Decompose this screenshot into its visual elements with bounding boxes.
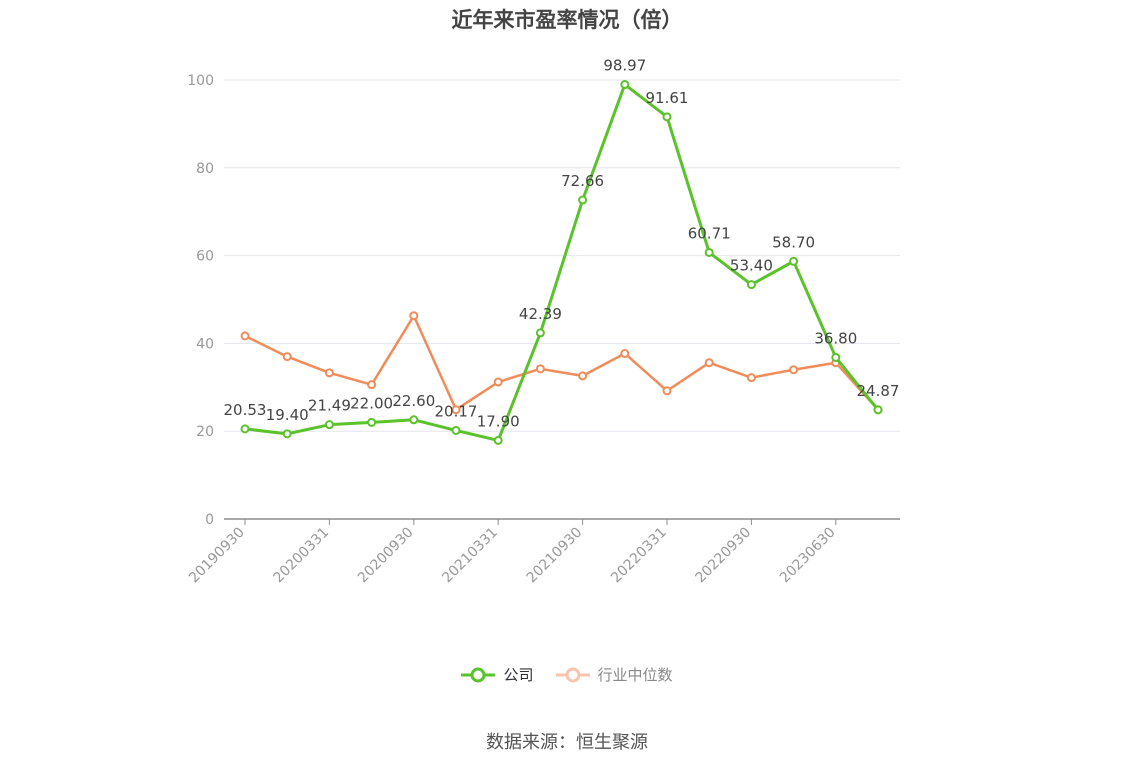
legend-item-industry[interactable]: 行业中位数 bbox=[555, 664, 673, 685]
data-label-company: 98.97 bbox=[603, 57, 646, 75]
series-line-company bbox=[244, 83, 880, 442]
chart-title: 近年来市盈率情况（倍） bbox=[451, 8, 683, 32]
data-point-company bbox=[367, 417, 377, 427]
data-point-company bbox=[620, 80, 630, 90]
data-point-company bbox=[831, 352, 841, 362]
data-label-company: 60.71 bbox=[688, 224, 731, 242]
data-label-company: 20.17 bbox=[435, 402, 478, 420]
data-point-company bbox=[578, 195, 588, 205]
y-tick-label: 80 bbox=[196, 161, 214, 177]
x-tick-label: 20220930 bbox=[693, 525, 755, 587]
data-label-company: 22.00 bbox=[350, 394, 393, 412]
data-point-company bbox=[409, 415, 419, 425]
data-label-company: 24.87 bbox=[857, 382, 900, 400]
grid-lines bbox=[224, 79, 900, 432]
data-point-industry bbox=[367, 380, 377, 390]
data-point-company bbox=[535, 328, 545, 338]
data-point-industry bbox=[535, 364, 545, 374]
legend-label-industry: 行业中位数 bbox=[597, 666, 673, 684]
data-point-company bbox=[240, 424, 250, 434]
data-point-industry bbox=[493, 377, 503, 387]
legend-item-company[interactable]: 公司 bbox=[461, 664, 534, 685]
data-point-company bbox=[873, 405, 883, 415]
data-label-company: 20.53 bbox=[224, 401, 267, 419]
y-tick-label: 0 bbox=[205, 512, 214, 528]
data-label-company: 58.70 bbox=[772, 233, 815, 251]
data-point-company bbox=[493, 435, 503, 445]
data-point-industry bbox=[662, 386, 672, 396]
x-tick-label: 20210930 bbox=[524, 525, 586, 587]
data-point-industry bbox=[578, 371, 588, 381]
data-label-company: 72.66 bbox=[561, 172, 604, 190]
data-point-company bbox=[746, 280, 756, 290]
x-tick-label: 20220331 bbox=[608, 525, 670, 587]
data-point-company bbox=[662, 112, 672, 122]
data-label-company: 53.40 bbox=[730, 257, 773, 275]
x-tick-label: 20200331 bbox=[271, 525, 333, 587]
data-label-company: 36.80 bbox=[814, 329, 857, 347]
data-point-industry bbox=[324, 368, 334, 378]
data-point-industry bbox=[451, 405, 461, 415]
series-line-industry bbox=[244, 314, 879, 411]
data-point-company bbox=[789, 256, 799, 266]
data-point-industry bbox=[240, 331, 250, 341]
data-point-company bbox=[324, 420, 334, 430]
data-point-industry bbox=[746, 373, 756, 383]
data-label-company: 19.40 bbox=[266, 406, 309, 424]
legend-marker-industry bbox=[555, 667, 590, 682]
data-label-company: 42.39 bbox=[519, 305, 562, 323]
y-tick-label: 20 bbox=[196, 424, 214, 440]
data-point-industry bbox=[620, 348, 630, 358]
data-point-company bbox=[282, 429, 292, 439]
data-point-industry bbox=[282, 352, 292, 362]
y-tick-label: 100 bbox=[187, 73, 214, 89]
legend-label-company: 公司 bbox=[503, 666, 534, 684]
x-tick-label: 20230630 bbox=[777, 525, 839, 587]
y-tick-label: 60 bbox=[196, 249, 214, 265]
series bbox=[240, 80, 883, 445]
y-tick-label: 40 bbox=[196, 336, 214, 352]
legend-marker-company bbox=[461, 667, 496, 682]
data-point-industry bbox=[789, 365, 799, 375]
data-label-company: 91.61 bbox=[646, 89, 689, 107]
x-tick-label: 20200930 bbox=[355, 525, 417, 587]
data-source: 数据来源：恒生聚源 bbox=[486, 732, 648, 753]
data-point-company bbox=[704, 247, 714, 257]
data-point-industry bbox=[704, 358, 714, 368]
data-label-company: 22.60 bbox=[392, 392, 435, 410]
data-point-industry bbox=[409, 311, 419, 321]
data-point-company bbox=[451, 425, 461, 435]
legend: 公司 行业中位数 bbox=[0, 664, 1134, 685]
x-tick-label: 20210331 bbox=[439, 525, 501, 587]
data-label-company: 17.90 bbox=[477, 412, 520, 430]
data-label-company: 21.49 bbox=[308, 397, 351, 415]
x-tick-label: 20190930 bbox=[186, 525, 248, 587]
